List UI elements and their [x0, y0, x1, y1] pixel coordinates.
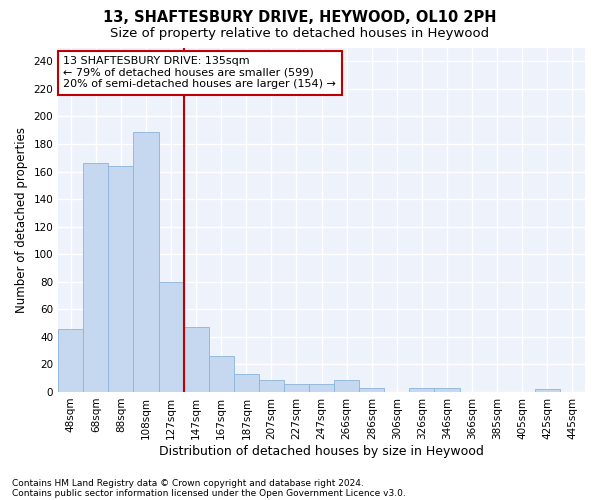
- X-axis label: Distribution of detached houses by size in Heywood: Distribution of detached houses by size …: [159, 444, 484, 458]
- Bar: [535, 389, 560, 392]
- Text: Contains public sector information licensed under the Open Government Licence v3: Contains public sector information licen…: [12, 488, 406, 498]
- Bar: [234, 374, 259, 392]
- Text: Size of property relative to detached houses in Heywood: Size of property relative to detached ho…: [110, 28, 490, 40]
- Bar: [334, 380, 359, 392]
- Bar: [259, 380, 284, 392]
- Text: 13, SHAFTESBURY DRIVE, HEYWOOD, OL10 2PH: 13, SHAFTESBURY DRIVE, HEYWOOD, OL10 2PH: [103, 10, 497, 25]
- Bar: [184, 327, 209, 392]
- Bar: [409, 388, 434, 392]
- Text: 13 SHAFTESBURY DRIVE: 135sqm
← 79% of detached houses are smaller (599)
20% of s: 13 SHAFTESBURY DRIVE: 135sqm ← 79% of de…: [64, 56, 337, 90]
- Y-axis label: Number of detached properties: Number of detached properties: [15, 126, 28, 312]
- Bar: [58, 328, 83, 392]
- Bar: [83, 163, 109, 392]
- Bar: [309, 384, 334, 392]
- Bar: [359, 388, 385, 392]
- Bar: [109, 166, 133, 392]
- Text: Contains HM Land Registry data © Crown copyright and database right 2024.: Contains HM Land Registry data © Crown c…: [12, 478, 364, 488]
- Bar: [133, 132, 158, 392]
- Bar: [209, 356, 234, 392]
- Bar: [284, 384, 309, 392]
- Bar: [434, 388, 460, 392]
- Bar: [158, 282, 184, 392]
